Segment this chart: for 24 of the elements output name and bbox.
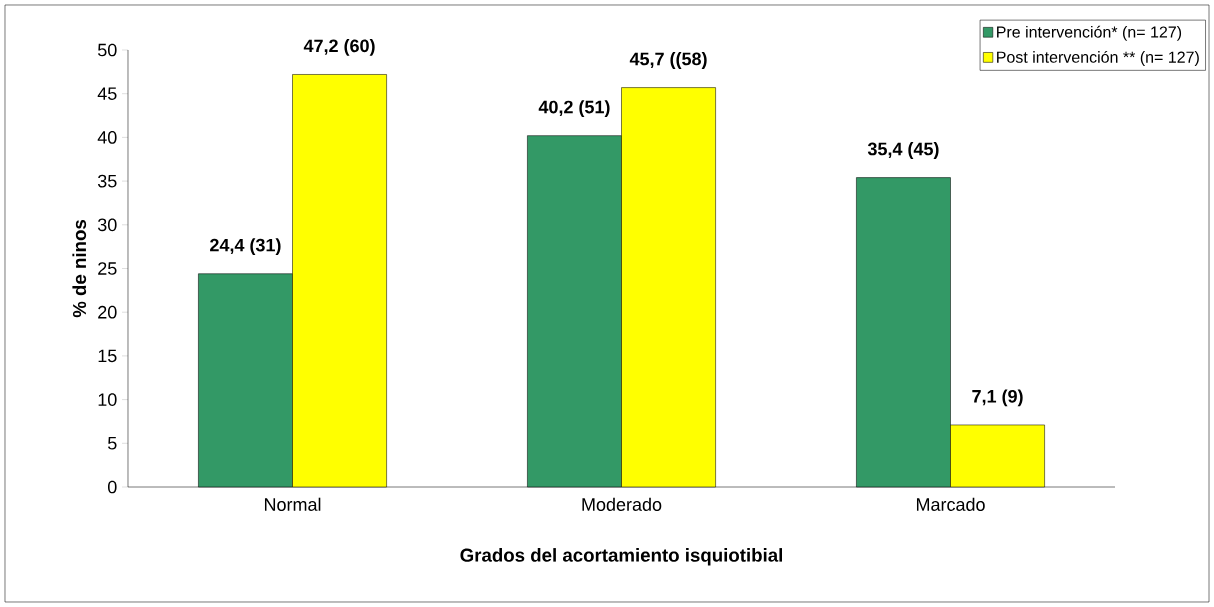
x-tick-label: Marcado (916, 497, 985, 511)
y-tick-label: 30 (97, 218, 117, 232)
y-tick-label: 0 (107, 480, 117, 494)
y-tick-label: 45 (97, 87, 117, 100)
y-tick-label: 25 (98, 262, 117, 275)
y-axis-title: % de ninos (72, 220, 87, 318)
y-tick-label: 35 (97, 174, 117, 188)
x-tick-label: Normal (264, 497, 321, 511)
y-tick-label: 15 (98, 349, 117, 363)
data-label: 47,2 (60) (303, 38, 375, 56)
legend-label: Post intervención ** (n= 127) (997, 50, 1199, 66)
data-label: 45,7 ((58) (629, 52, 707, 69)
data-label: 7,1 (9) (972, 389, 1023, 407)
data-label: 35,4 (45) (867, 142, 939, 159)
y-tick-label: 20 (98, 305, 117, 319)
y-tick-label: 10 (98, 393, 117, 406)
legend-label: Pre intervención* (n= 127) (997, 25, 1182, 41)
y-tick-label: 5 (107, 437, 117, 450)
x-axis-title: Grados del acortamiento isquiotibial (460, 548, 782, 566)
data-label: 40,2 (51) (538, 100, 610, 117)
x-tick-label: Moderado (582, 497, 662, 511)
y-tick-label: 50 (97, 43, 117, 57)
y-tick-label: 40 (97, 131, 117, 144)
data-label: 24,4 (31) (210, 238, 281, 256)
